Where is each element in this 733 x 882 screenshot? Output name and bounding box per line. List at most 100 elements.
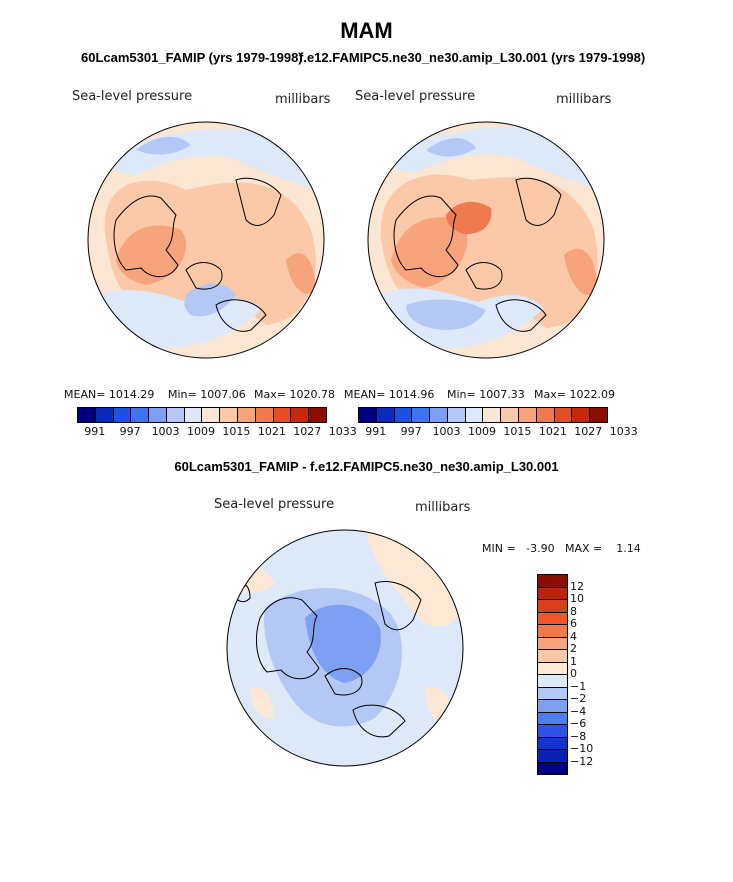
panel-2-max: Max= 1022.09 — [534, 388, 615, 401]
panel-2-colorbar — [358, 407, 608, 423]
colorbar-swatch — [309, 408, 326, 422]
colorbar-tick-label: 991 — [365, 425, 387, 438]
colorbar-swatch — [430, 408, 448, 422]
panel-2-variable-label: Sea-level pressure — [355, 89, 476, 104]
colorbar-swatch — [538, 662, 567, 675]
colorbar-swatch — [538, 687, 567, 700]
colorbar-swatch — [202, 408, 221, 422]
colorbar-tick-label: −4 — [570, 704, 587, 718]
panel-1-min: Min= 1007.06 — [168, 388, 246, 401]
colorbar-swatch — [220, 408, 239, 422]
colorbar-swatch — [536, 408, 555, 422]
colorbar-tick-label: 12 — [570, 579, 584, 593]
panel-1-units-label: millibars — [275, 92, 331, 107]
panel-1-polar-map — [87, 121, 325, 359]
colorbar-tick-label: 4 — [570, 629, 577, 643]
colorbar-swatch — [376, 408, 395, 422]
colorbar-tick-label: −8 — [570, 729, 587, 743]
colorbar-swatch — [184, 408, 203, 422]
colorbar-swatch — [538, 612, 567, 625]
colorbar-swatch — [590, 408, 607, 422]
colorbar-tick-label: 1 — [570, 654, 577, 668]
panel-1-mean: MEAN= 1014.29 — [64, 388, 155, 401]
colorbar-tick-label: −1 — [570, 679, 587, 693]
colorbar-swatch — [166, 408, 185, 422]
colorbar-swatch — [538, 675, 567, 688]
colorbar-tick-label: 1003 — [432, 425, 461, 438]
panel-1-max: Max= 1020.78 — [254, 388, 335, 401]
colorbar-tick-label: 1015 — [503, 425, 532, 438]
colorbar-swatch — [538, 575, 567, 588]
colorbar-swatch — [113, 408, 132, 422]
colorbar-tick-label: 991 — [84, 425, 106, 438]
difference-polar-map — [226, 529, 464, 767]
colorbar-swatch — [538, 762, 567, 774]
colorbar-swatch — [447, 408, 466, 422]
colorbar-swatch — [255, 408, 274, 422]
colorbar-swatch — [538, 725, 567, 738]
colorbar-swatch — [483, 408, 502, 422]
colorbar-tick-label: 1033 — [328, 425, 357, 438]
difference-min: MIN = -3.90 — [482, 542, 555, 555]
colorbar-swatch — [291, 408, 310, 422]
panel-2-case-title: f.e12.FAMIPC5.ne30_ne30.amip_L30.001 (yr… — [299, 50, 646, 65]
panel-2-polar-map — [367, 121, 605, 359]
colorbar-tick-label: −6 — [570, 717, 587, 730]
colorbar-swatch — [554, 408, 573, 422]
colorbar-tick-label: −10 — [570, 742, 594, 755]
difference-units-label: millibars — [415, 500, 471, 515]
colorbar-tick-label: −2 — [570, 692, 587, 705]
colorbar-tick-label: 1027 — [293, 425, 322, 438]
colorbar-tick-label: 1027 — [574, 425, 603, 438]
panel-1-variable-label: Sea-level pressure — [72, 89, 193, 104]
colorbar-swatch — [538, 700, 567, 713]
colorbar-swatch — [538, 737, 567, 750]
colorbar-tick-label: 1009 — [468, 425, 496, 438]
colorbar-swatch — [538, 637, 567, 650]
colorbar-tick-label: 1033 — [609, 425, 638, 438]
difference-title: 60Lcam5301_FAMIP - f.e12.FAMIPC5.ne30_ne… — [174, 459, 559, 474]
colorbar-tick-label: 2 — [570, 642, 577, 655]
colorbar-tick-label: 10 — [570, 592, 584, 605]
colorbar-swatch — [501, 408, 520, 422]
colorbar-swatch — [519, 408, 537, 422]
colorbar-tick-label: 1003 — [151, 425, 180, 438]
colorbar-tick-label: 8 — [570, 604, 577, 618]
colorbar-tick-label: 1021 — [538, 425, 567, 438]
panel-2-units-label: millibars — [556, 92, 612, 107]
colorbar-swatch — [538, 712, 567, 725]
colorbar-swatch — [78, 408, 96, 422]
panel-2-colorbar-ticks: 991 997 1003 1009 1015 1021 1027 1033 — [358, 425, 637, 439]
colorbar-swatch — [131, 408, 150, 422]
main-title: MAM — [340, 18, 393, 43]
colorbar-swatch — [412, 408, 431, 422]
colorbar-swatch — [572, 408, 591, 422]
difference-max: MAX = 1.14 — [565, 542, 641, 555]
panel-1-colorbar — [77, 407, 327, 423]
colorbar-swatch — [538, 625, 567, 638]
colorbar-tick-label: 997 — [400, 425, 422, 438]
difference-colorbar-ticks: 12 10 8 6 4 2 1 0 −1 −2 −4 −6 −8 −10 −12 — [570, 574, 610, 784]
colorbar-tick-label: 1009 — [187, 425, 215, 438]
panel-2-mean: MEAN= 1014.96 — [344, 388, 435, 401]
panel-1-case-title: 60Lcam5301_FAMIP (yrs 1979-1998) — [81, 50, 303, 65]
colorbar-swatch — [394, 408, 413, 422]
colorbar-swatch — [538, 650, 567, 663]
colorbar-tick-label: 1021 — [257, 425, 286, 438]
difference-colorbar — [537, 574, 568, 775]
colorbar-swatch — [238, 408, 256, 422]
colorbar-swatch — [149, 408, 167, 422]
colorbar-tick-label: −12 — [570, 754, 594, 768]
colorbar-tick-label: 6 — [570, 617, 577, 630]
colorbar-swatch — [538, 750, 567, 763]
colorbar-swatch — [538, 587, 567, 600]
colorbar-tick-label: 997 — [119, 425, 141, 438]
colorbar-swatch — [359, 408, 377, 422]
colorbar-swatch — [538, 600, 567, 613]
panel-1-colorbar-ticks: 991 997 1003 1009 1015 1021 1027 1033 — [77, 425, 356, 439]
colorbar-tick-label: 0 — [570, 667, 577, 680]
panel-2-min: Min= 1007.33 — [447, 388, 525, 401]
difference-variable-label: Sea-level pressure — [214, 497, 335, 512]
colorbar-swatch — [273, 408, 292, 422]
colorbar-tick-label: 1015 — [222, 425, 251, 438]
